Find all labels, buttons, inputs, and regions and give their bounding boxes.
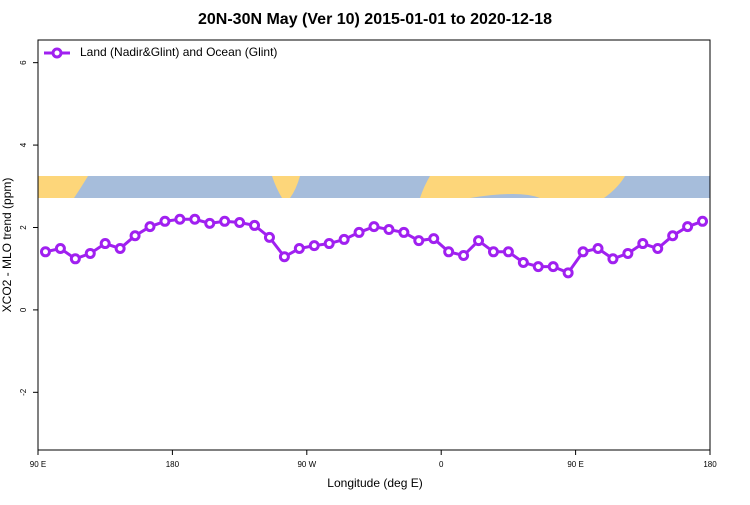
data-point: [532, 261, 544, 273]
data-point: [368, 221, 380, 233]
data-point: [159, 215, 171, 227]
data-point: [637, 238, 649, 250]
data-point: [129, 230, 141, 242]
data-point: [607, 253, 619, 265]
plot-frame: [37, 39, 711, 451]
y-tick-label: 2: [19, 225, 28, 230]
data-point: [502, 246, 514, 258]
data-point: [69, 253, 81, 265]
chart-title: 20N-30N May (Ver 10) 2015-01-01 to 2020-…: [198, 11, 552, 28]
data-point: [443, 246, 455, 258]
data-point: [682, 221, 694, 233]
data-point: [652, 243, 664, 255]
x-tick-label: 180: [703, 460, 717, 469]
data-point: [353, 226, 365, 238]
data-point: [54, 243, 66, 255]
data-point: [219, 215, 231, 227]
x-tick-label: 90 E: [30, 460, 46, 469]
data-point: [428, 233, 440, 245]
x-tick-label: 180: [166, 460, 180, 469]
data-point: [383, 224, 395, 236]
data-point: [189, 213, 201, 225]
data-point: [174, 213, 186, 225]
data-point: [308, 240, 320, 252]
data-point: [622, 247, 634, 259]
data-point: [547, 261, 559, 273]
data-point: [263, 231, 275, 243]
data-point: [487, 246, 499, 258]
data-point: [697, 215, 709, 227]
data-point: [413, 235, 425, 247]
data-point: [517, 257, 529, 269]
legend-marker: [51, 47, 63, 59]
x-axis-label: Longitude (deg E): [327, 476, 422, 490]
data-point: [398, 226, 410, 238]
data-point: [577, 246, 589, 258]
data-point: [338, 233, 350, 245]
legend-label: Land (Nadir&Glint) and Ocean (Glint): [80, 45, 277, 59]
data-point: [562, 267, 574, 279]
data-point: [667, 230, 679, 242]
data-point: [249, 219, 261, 231]
map-strip: [38, 176, 710, 198]
y-axis-label: XCO2 - MLO trend (ppm): [0, 178, 14, 313]
y-tick-label: 0: [19, 307, 28, 312]
data-point: [99, 238, 111, 250]
data-point: [323, 238, 335, 250]
data-point: [592, 243, 604, 255]
data-point: [293, 243, 305, 255]
data-point: [114, 243, 126, 255]
data-point: [39, 246, 51, 258]
data-point: [204, 217, 216, 229]
data-point: [234, 217, 246, 229]
x-tick-label: 0: [439, 460, 444, 469]
x-tick-label: 90 W: [297, 460, 316, 469]
x-tick-label: 90 E: [567, 460, 583, 469]
data-point: [458, 250, 470, 262]
data-point: [278, 251, 290, 263]
y-tick-label: 6: [19, 60, 28, 65]
data-point: [144, 221, 156, 233]
data-point: [473, 235, 485, 247]
y-tick-label: -2: [19, 388, 28, 396]
data-point: [84, 247, 96, 259]
y-tick-label: 4: [19, 142, 28, 147]
